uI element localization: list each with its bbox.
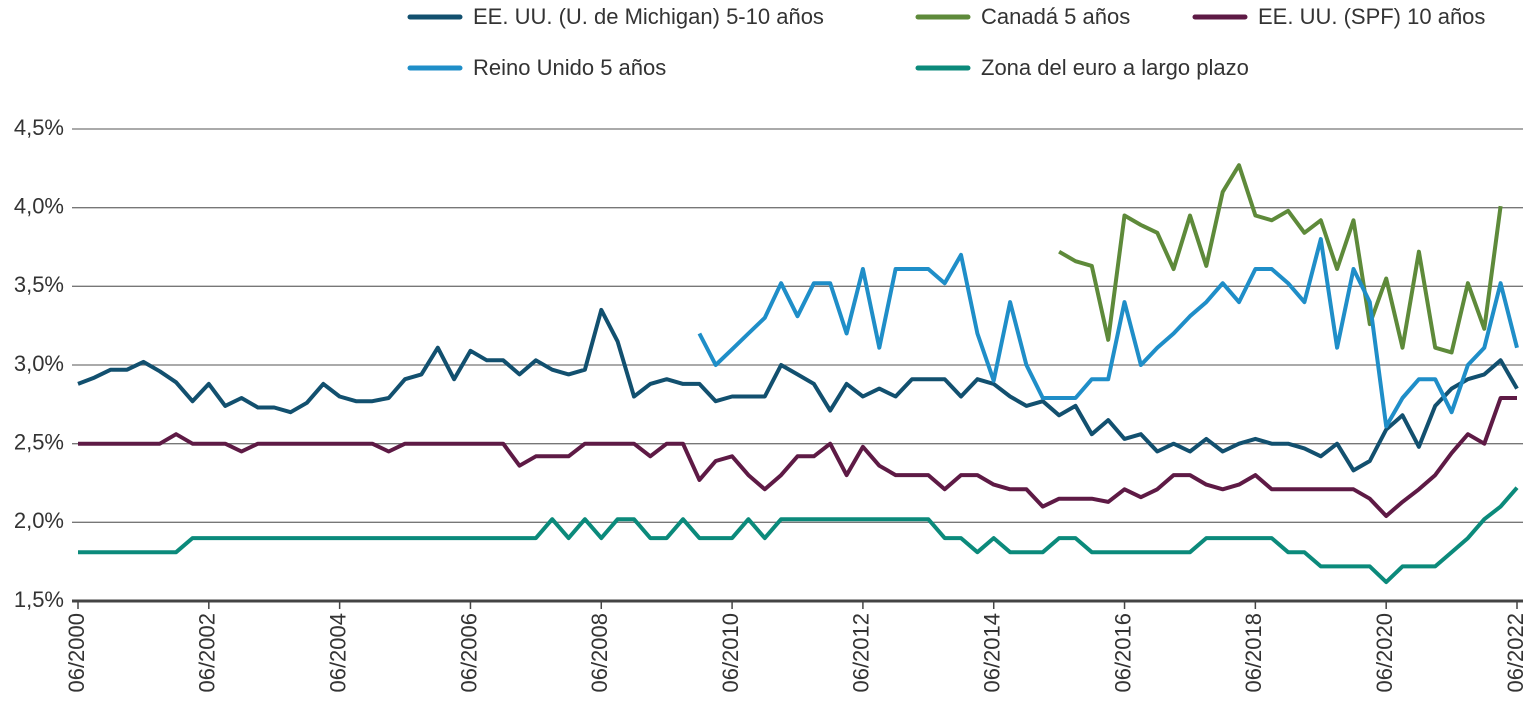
x-tick-label: 06/2022	[1503, 613, 1528, 693]
y-tick-label: 2,0%	[14, 508, 64, 533]
y-tick-label: 4,5%	[14, 115, 64, 140]
x-tick-label: 06/2018	[1241, 613, 1266, 693]
legend-label: Canadá 5 años	[981, 4, 1130, 29]
x-tick-label: 06/2020	[1372, 613, 1397, 693]
x-tick-label: 06/2000	[64, 613, 89, 693]
x-tick-label: 06/2006	[456, 613, 481, 693]
x-tick-label: 06/2012	[849, 613, 874, 693]
legend-label: Reino Unido 5 años	[473, 55, 666, 80]
x-tick-label: 06/2016	[1110, 613, 1135, 693]
x-tick-label: 06/2004	[325, 613, 350, 693]
y-tick-label: 2,5%	[14, 429, 64, 454]
y-tick-label: 4,0%	[14, 193, 64, 218]
series-line	[697, 237, 1519, 429]
x-tick-label: 06/2010	[718, 613, 743, 693]
legend-label: EE. UU. (U. de Michigan) 5-10 años	[473, 4, 824, 29]
y-tick-label: 3,5%	[14, 272, 64, 297]
x-tick-label: 06/2008	[587, 613, 612, 693]
x-tick-label: 06/2002	[195, 613, 220, 693]
legend-label: Zona del euro a largo plazo	[981, 55, 1249, 80]
series-line	[78, 396, 1517, 518]
y-tick-label: 1,5%	[14, 587, 64, 612]
legend-label: EE. UU. (SPF) 10 años	[1258, 4, 1485, 29]
series-line	[1058, 163, 1503, 355]
y-tick-label: 3,0%	[14, 351, 64, 376]
x-tick-label: 06/2014	[980, 613, 1005, 693]
series-line	[78, 486, 1519, 585]
series-line	[77, 307, 1519, 473]
